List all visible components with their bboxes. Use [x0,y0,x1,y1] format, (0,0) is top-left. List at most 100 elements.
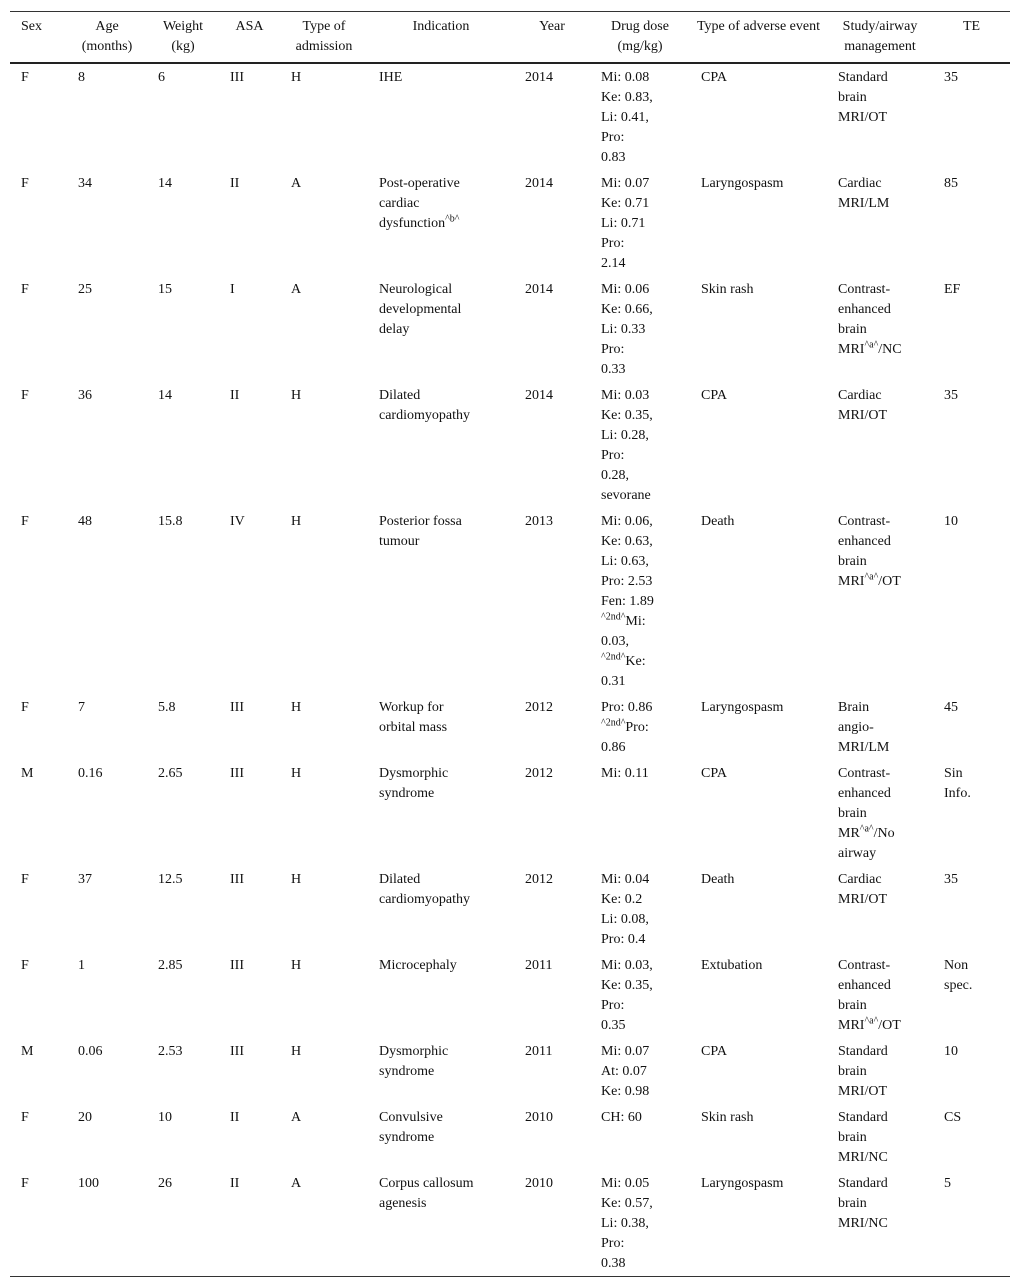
cell-line: MRI^a^/NC [838,339,902,357]
cell-line: 0.83 [601,150,626,165]
cell-sex: F [10,866,67,952]
cell-line: Mi: 0.07 [601,176,650,191]
cell-weight: 15 [147,276,219,382]
cell-line: Pro: [601,1236,625,1251]
cell-indication: Dysmorphic syndrome [368,760,514,866]
cell-line: Mi: 0.08 [601,70,650,85]
footnote-marker: ^2nd^ [601,717,626,729]
cell-line: Li: 0.38, [601,1216,649,1231]
cell-line: F [21,514,29,529]
cell-line: syndrome [379,1064,435,1079]
cell-weight: 6 [147,63,219,170]
cell-study-airway: Cardiac MRI/LM [827,170,933,276]
cell-line: F [21,1176,29,1191]
cell-line: 85 [944,176,958,191]
cell-te: 35 [933,866,1010,952]
cell-age: 0.16 [67,760,147,866]
cell-line: 35 [944,388,958,403]
cell-year: 2011 [514,952,590,1038]
cell-weight: 5.8 [147,694,219,760]
cell-weight: 14 [147,382,219,508]
cell-line: II [230,176,240,191]
cell-line: brain [838,806,867,821]
cell-line: 10 [944,1044,958,1059]
cell-asa: IV [219,508,280,694]
cell-line: MRI^a^/OT [838,1015,901,1033]
header-year: Year [539,19,565,34]
cell-line: Dilated [379,388,421,403]
cell-line: 35 [944,872,958,887]
cell-indication: Post-operative cardiac dysfunction^b^ [368,170,514,276]
cell-line: A [291,176,302,191]
cell-adverse-event: Extubation [690,952,827,1038]
cell-line: brain [838,1064,867,1079]
cell-line: Cardiac [838,872,882,887]
cell-asa: III [219,952,280,1038]
cell-sex: M [10,760,67,866]
table-body: F 8 6 III H IHE 2014 Mi: 0.08 Ke: 0.83, Li: 0.41,… [10,63,1010,1277]
cell-line: F [21,70,29,85]
cell-line: EF [944,282,961,297]
cell-line: Standard [838,1176,888,1191]
cell-line: Contrast- [838,766,891,781]
cell-line: Li: 0.63, [601,554,649,569]
cell-line: 2014 [525,282,553,297]
table-row: F 34 14 II A Post-operative cardiac dysfunction… [10,170,1010,276]
cell-line: Laryngospasm [701,176,784,191]
cell-line: CH: 60 [601,1110,642,1125]
cell-line: 12.5 [158,872,183,887]
header-admission: Type of admission [295,19,353,54]
header-asa: ASA [235,19,264,34]
cell-line: 0.86 [601,740,626,755]
cell-line: Death [701,514,735,529]
cell-line: brain [838,1130,867,1145]
cell-line: delay [379,322,410,337]
footnote-marker: ^a^ [859,823,874,835]
cell-line: II [230,388,240,403]
cell-drug-dose: Pro: 0.86 ^2nd^Pro: 0.86 [590,694,690,760]
cell-line: Pro: [601,342,625,357]
cell-line: angio- [838,720,874,735]
table-row: F 20 10 II A Convulsive syndrome 2010 CH: 60 Skin… [10,1104,1010,1170]
cell-year: 2011 [514,1038,590,1104]
cell-line: MRI/LM [838,196,890,211]
cell-line: Dysmorphic [379,1044,449,1059]
cell-indication: Dilated cardiomyopathy [368,866,514,952]
cell-line: II [230,1176,240,1191]
cell-asa: III [219,760,280,866]
cell-study-airway: Standard brain MRI/OT [827,1038,933,1104]
table-row: F 37 12.5 III H Dilated cardiomyopathy 2012 Mi: … [10,866,1010,952]
cell-drug-dose: Mi: 0.07 Ke: 0.71 Li: 0.71 Pro: 2.14 [590,170,690,276]
cell-line: 10 [158,1110,172,1125]
header-age: Age (months) [81,19,133,54]
cell-line: Contrast- [838,514,891,529]
cell-drug-dose: Mi: 0.06, Ke: 0.63, Li: 0.63, Pro: 2.53 Fen:… [590,508,690,694]
cell-line: cardiomyopathy [379,408,470,423]
cell-asa: III [219,1038,280,1104]
cell-line: MRI/OT [838,1084,887,1099]
cell-asa: II [219,170,280,276]
cell-line: A [291,1110,302,1125]
cell-line: 6 [158,70,165,85]
cell-year: 2014 [514,170,590,276]
cell-line: Convulsive [379,1110,443,1125]
cell-age: 7 [67,694,147,760]
cell-year: 2012 [514,866,590,952]
cell-line: H [291,766,302,781]
cell-line: Posterior fossa [379,514,462,529]
cell-line: Laryngospasm [701,700,784,715]
cell-line: Skin rash [701,282,754,297]
cell-asa: II [219,1170,280,1277]
cell-sex: F [10,1104,67,1170]
cell-asa: III [219,694,280,760]
cell-line: MRI/NC [838,1150,888,1165]
cell-adverse-event: Death [690,866,827,952]
cell-weight: 10 [147,1104,219,1170]
cell-line: syndrome [379,1130,435,1145]
cell-line: enhanced [838,978,891,993]
cell-line: MR^a^/No [838,823,895,841]
cell-line: 2012 [525,766,553,781]
cell-indication: Workup for orbital mass [368,694,514,760]
cell-weight: 2.85 [147,952,219,1038]
cell-line: CPA [701,388,727,403]
